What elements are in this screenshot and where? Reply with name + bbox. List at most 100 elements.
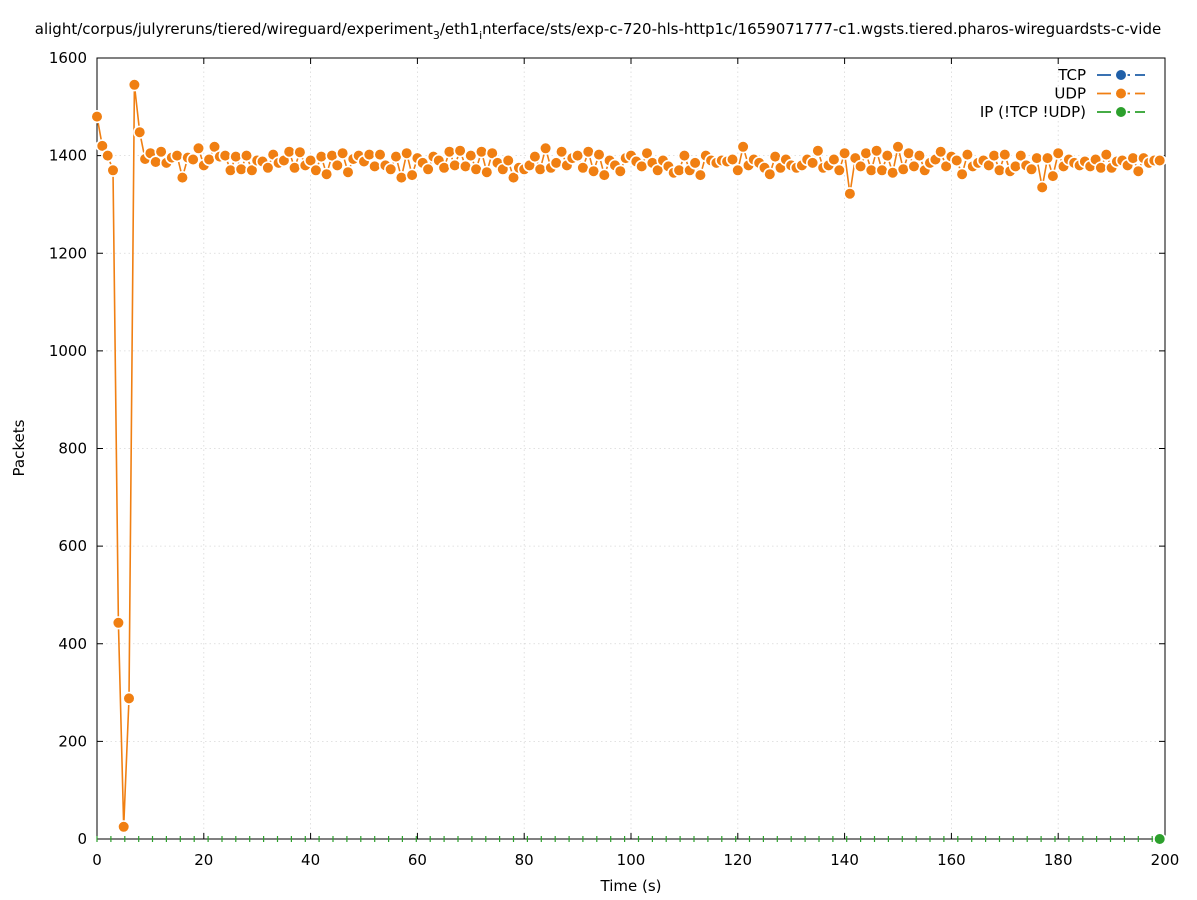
udp-point [90, 109, 104, 124]
udp-point [282, 145, 296, 159]
udp-point [688, 156, 702, 170]
udp-point [207, 140, 222, 154]
udp-point [437, 161, 451, 175]
udp-point [405, 168, 419, 182]
y-tick-label: 0 [77, 830, 87, 848]
y-tick-labels: 0 200 400 600 800 1000 1200 1400 1600 [49, 49, 87, 848]
udp-point [448, 158, 462, 172]
legend-marker [1114, 86, 1128, 101]
udp-point [234, 162, 248, 176]
series-layer [90, 78, 1167, 846]
udp-point [330, 158, 344, 172]
udp-point [939, 159, 953, 173]
x-tick-label: 120 [723, 851, 752, 869]
udp-point [175, 171, 189, 185]
udp-point [736, 140, 750, 154]
udp-point [597, 168, 611, 182]
x-tick-labels: 0 20 40 60 80 100 120 140 160 180 200 [92, 851, 1179, 869]
udp-point [554, 145, 569, 159]
udp-point [122, 691, 136, 706]
udp-point [1030, 151, 1044, 165]
udp-point [229, 150, 243, 164]
udp-point [875, 163, 889, 177]
udp-point [1024, 162, 1039, 176]
udp-point [677, 149, 692, 163]
chart-title-part: nterface/sts/exp-c-720-hls-http1c/165907… [482, 20, 1161, 38]
udp-point [987, 149, 1001, 163]
udp-point [837, 146, 852, 160]
udp-point [314, 150, 328, 164]
udp-point [693, 168, 708, 182]
y-tick-label: 800 [58, 440, 87, 458]
y-tick-label: 1200 [49, 244, 87, 262]
udp-point [394, 171, 409, 185]
x-axis-label: Time (s) [600, 877, 662, 895]
udp-point [95, 139, 109, 153]
x-tick-label: 80 [515, 851, 534, 869]
legend-marker [1114, 68, 1128, 82]
udp-point [635, 159, 649, 173]
udp-point [421, 162, 435, 176]
udp-point [725, 152, 740, 167]
udp-point [133, 125, 147, 139]
udp-point [309, 163, 323, 177]
y-tick-label: 1000 [49, 342, 87, 360]
udp-point [811, 144, 825, 158]
chart-title-part: alight/corpus/julyreruns/tiered/wireguar… [35, 20, 433, 38]
udp-point [186, 152, 200, 167]
udp-point [261, 161, 275, 175]
udp-point [1153, 153, 1167, 168]
chart-title-subscript: 3 [433, 29, 440, 42]
legend-label: IP (!TCP !UDP) [980, 103, 1086, 121]
x-tick-label: 20 [194, 851, 213, 869]
udp-point [576, 161, 590, 175]
legend-marker [1114, 105, 1128, 119]
udp-point [1008, 159, 1023, 173]
udp-point [336, 146, 350, 160]
udp-point [1099, 148, 1113, 162]
udp-point [869, 144, 884, 158]
udp-point [592, 148, 606, 162]
y-tick-label: 1400 [49, 147, 87, 165]
udp-point [731, 163, 745, 177]
udp-point [528, 150, 542, 164]
udp-point [218, 149, 232, 163]
udp-point [907, 159, 921, 173]
udp-point [474, 145, 489, 159]
x-tick-label: 200 [1151, 851, 1180, 869]
chart-title: alight/corpus/julyreruns/tiered/wireguar… [35, 20, 1161, 42]
udp-point [912, 149, 927, 163]
udp-point [453, 144, 467, 158]
y-axis-label: Packets [10, 419, 28, 476]
udp-point [832, 163, 846, 177]
grid [97, 58, 1165, 839]
udp-point [106, 163, 120, 177]
udp-point [891, 140, 905, 154]
udp-point [373, 148, 387, 162]
chart-title-subscript: i [479, 29, 482, 42]
x-tick-label: 60 [408, 851, 427, 869]
udp-point [1040, 151, 1055, 165]
x-tick-label: 100 [617, 851, 646, 869]
udp-point [384, 162, 398, 176]
udp-point [368, 159, 382, 173]
udp-point [843, 187, 857, 201]
y-tick-label: 400 [58, 635, 87, 653]
udp-point [400, 146, 414, 160]
udp-point [1131, 164, 1145, 178]
chart-title-part: /eth1 [440, 20, 479, 38]
udp-point [581, 145, 595, 159]
udp-point [570, 149, 585, 163]
udp-point [763, 167, 777, 181]
udp-point [859, 146, 873, 160]
udp-point [442, 145, 457, 159]
udp-point [640, 146, 654, 160]
udp-point [768, 150, 782, 164]
udp-point [1014, 149, 1028, 163]
udp-point [458, 159, 473, 173]
udp-point [464, 149, 478, 163]
udp-point [293, 145, 307, 159]
udp-point [950, 153, 964, 168]
x-tick-label: 160 [937, 851, 966, 869]
